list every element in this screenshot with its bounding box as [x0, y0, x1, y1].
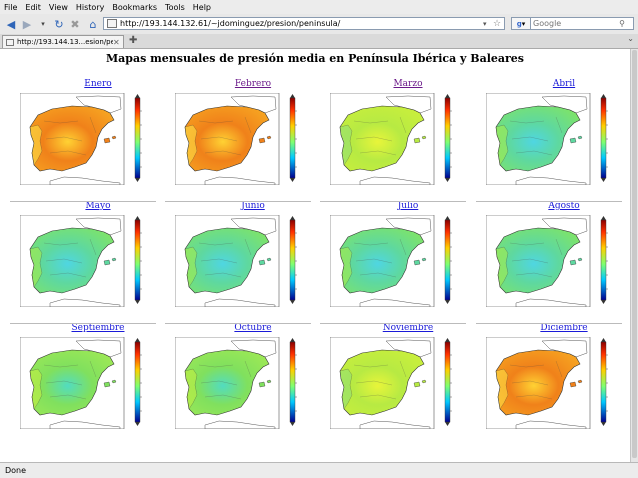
- vertical-scrollbar[interactable]: [630, 49, 638, 462]
- search-engine-selector[interactable]: g ▾: [511, 17, 531, 30]
- row-separator: [320, 201, 466, 202]
- month-panel: Mayo: [20, 201, 172, 322]
- month-panel: Septiembre: [20, 323, 172, 444]
- bookmark-star-icon[interactable]: ☆: [493, 18, 502, 29]
- month-link[interactable]: Agosto: [548, 201, 580, 211]
- page-content: Mapas mensuales de presión media en Pení…: [0, 49, 630, 462]
- row-separator: [10, 201, 156, 202]
- row-separator: [165, 323, 311, 324]
- month-link[interactable]: Noviembre: [382, 323, 434, 333]
- month-panel: Enero: [20, 79, 172, 200]
- row-separator: [320, 323, 466, 324]
- month-panel: Agosto: [486, 201, 630, 322]
- back-arrow-icon[interactable]: ◀: [6, 17, 16, 31]
- month-link[interactable]: Septiembre: [71, 323, 125, 333]
- month-link[interactable]: Junio: [241, 201, 265, 211]
- month-link[interactable]: Mayo: [85, 201, 111, 211]
- status-text: Done: [5, 466, 27, 475]
- pressure-map-image[interactable]: [330, 337, 465, 429]
- pressure-map-image[interactable]: [486, 337, 621, 429]
- month-panel: Febrero: [175, 79, 327, 200]
- month-panel: Marzo: [330, 79, 482, 200]
- month-panel: Octubre: [175, 323, 327, 444]
- row-separator: [476, 201, 622, 202]
- address-bar[interactable]: http://193.144.132.61/~jdominguez/presio…: [103, 17, 505, 30]
- month-panel: Junio: [175, 201, 327, 322]
- tab-list-icon[interactable]: ⌄: [627, 34, 634, 43]
- page-title: Mapas mensuales de presión media en Pení…: [105, 52, 524, 65]
- search-box[interactable]: ⚲: [530, 17, 634, 30]
- pressure-map-image[interactable]: [486, 215, 621, 307]
- month-panel: Abril: [486, 79, 630, 200]
- status-bar: Done: [0, 462, 638, 478]
- row-separator: [476, 323, 622, 324]
- menu-bookmarks[interactable]: Bookmarks: [112, 2, 158, 12]
- tab-title: http://193.144.13...esion/peninsula/: [17, 38, 113, 46]
- menu-file[interactable]: File: [4, 2, 18, 12]
- month-link[interactable]: Diciembre: [540, 323, 588, 333]
- pressure-map-image[interactable]: [20, 337, 155, 429]
- month-link[interactable]: Marzo: [393, 79, 423, 89]
- address-url[interactable]: http://193.144.132.61/~jdominguez/presio…: [120, 19, 341, 28]
- menu-edit[interactable]: Edit: [25, 2, 41, 12]
- menu-view[interactable]: View: [48, 2, 68, 12]
- month-link[interactable]: Julio: [397, 201, 419, 211]
- month-link[interactable]: Febrero: [234, 79, 272, 89]
- navigation-toolbar: ◀ ▶ ▾ ↻ ✖ ⌂ http://193.144.132.61/~jdomi…: [0, 14, 638, 35]
- pressure-map-image[interactable]: [175, 337, 310, 429]
- menu-tools[interactable]: Tools: [165, 2, 185, 12]
- search-input[interactable]: [531, 18, 615, 29]
- month-link[interactable]: Abril: [552, 79, 576, 89]
- stop-icon[interactable]: ✖: [70, 17, 80, 31]
- month-link[interactable]: Enero: [84, 79, 112, 89]
- pressure-map-image[interactable]: [486, 93, 621, 185]
- tab-favicon-icon: [6, 38, 14, 46]
- pressure-map-image[interactable]: [175, 93, 310, 185]
- menu-help[interactable]: Help: [192, 2, 212, 12]
- close-icon[interactable]: ✕: [113, 37, 120, 47]
- tab-bar: http://193.144.13...esion/peninsula/ ✕ ✚…: [0, 34, 638, 49]
- row-separator: [165, 201, 311, 202]
- row-separator: [10, 323, 156, 324]
- tab-current[interactable]: http://193.144.13...esion/peninsula/ ✕: [2, 35, 124, 48]
- pressure-map-image[interactable]: [330, 93, 465, 185]
- month-panel: Diciembre: [486, 323, 630, 444]
- search-icon[interactable]: ⚲: [619, 19, 625, 28]
- page-favicon-icon: [107, 19, 117, 28]
- reload-icon[interactable]: ↻: [54, 17, 64, 31]
- history-dropdown-icon[interactable]: ▾: [41, 20, 45, 28]
- forward-arrow-icon[interactable]: ▶: [22, 17, 32, 31]
- month-panel: Julio: [330, 201, 482, 322]
- menu-bar: File Edit View History Bookmarks Tools Help: [0, 0, 638, 14]
- url-dropdown-icon[interactable]: ▾: [483, 19, 487, 28]
- pressure-map-image[interactable]: [20, 215, 155, 307]
- pressure-map-image[interactable]: [20, 93, 155, 185]
- new-tab-icon[interactable]: ✚: [129, 35, 138, 46]
- scrollbar-thumb[interactable]: [632, 50, 637, 458]
- pressure-map-image[interactable]: [175, 215, 310, 307]
- month-panel: Noviembre: [330, 323, 482, 444]
- menu-history[interactable]: History: [75, 2, 105, 12]
- home-icon[interactable]: ⌂: [89, 17, 97, 31]
- pressure-map-image[interactable]: [330, 215, 465, 307]
- month-link[interactable]: Octubre: [234, 323, 272, 333]
